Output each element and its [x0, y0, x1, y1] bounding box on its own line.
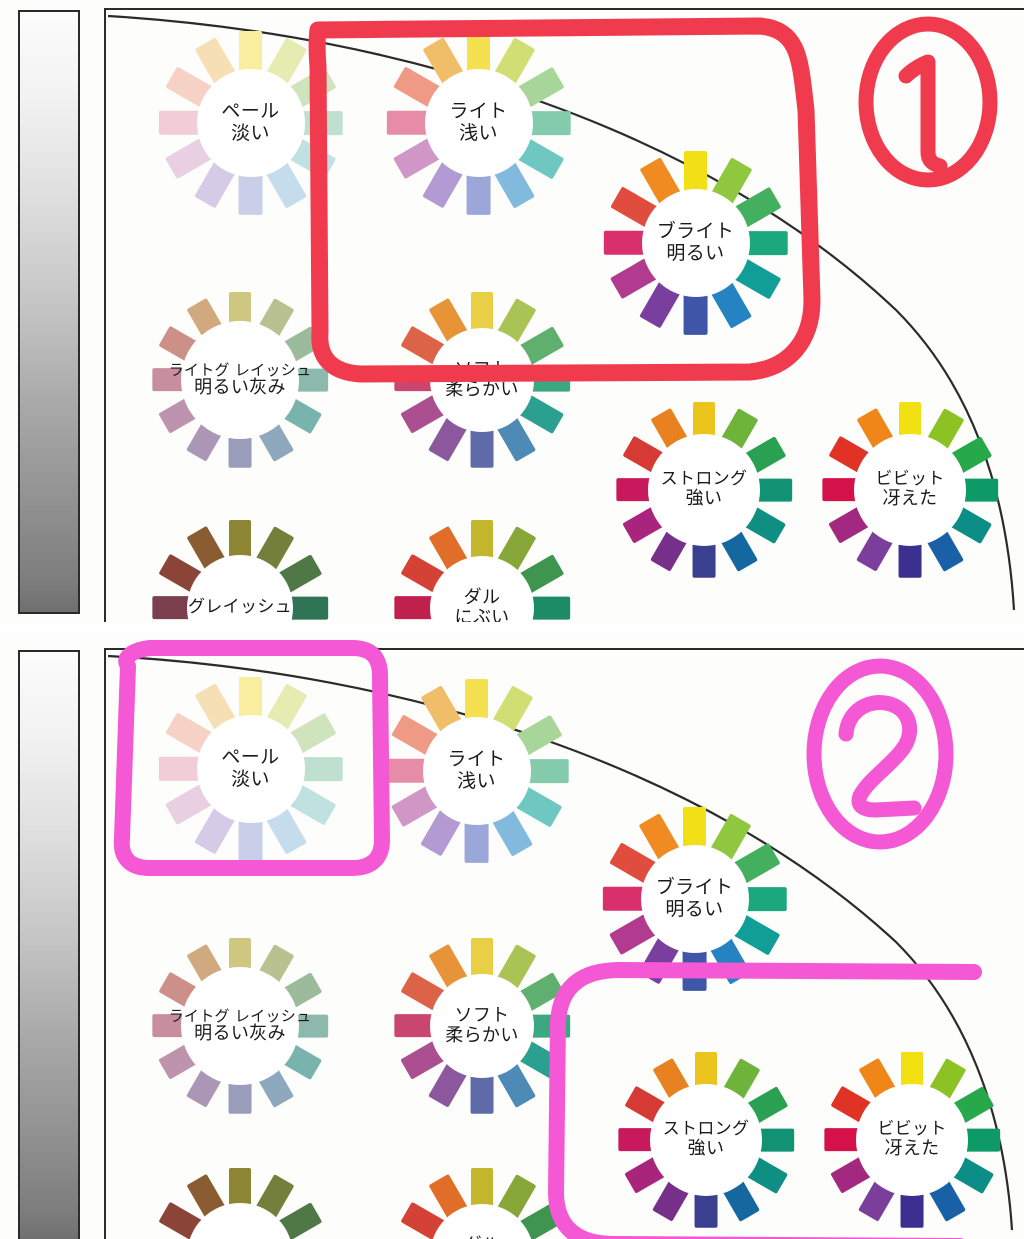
annotated-chart-panel-2: ペール 淡い ライト 浅い ブライト 明るい	[0, 632, 1024, 1239]
tone-wheel-strong[interactable]: ストロング 強い	[606, 392, 802, 588]
tone-wheel-strong[interactable]: ストロング 強い	[608, 1042, 804, 1238]
tone-wheel-label-light: ライト 浅い	[422, 716, 531, 825]
tone-wheel-label-bright: ブライト 明るい	[641, 188, 750, 297]
tone-wheel-label-light: ライト 浅い	[424, 68, 533, 177]
tone-wheel-label-strong: ストロング 強い	[650, 1084, 762, 1196]
tone-wheel-grayish[interactable]: グレイッシュ	[142, 510, 338, 622]
tone-wheel-bright[interactable]: ブライト 明るい	[593, 140, 798, 345]
tone-wheel-vivid[interactable]: ビビット 冴えた	[812, 392, 1008, 588]
tone-wheel-light-grayish[interactable]: ライトグ レイッシュ 明るい灰み	[142, 928, 338, 1124]
annotation-number-2	[798, 654, 968, 868]
tone-wheel-light[interactable]: ライト 浅い	[374, 668, 579, 873]
tone-wheel-label-bright: ブライト 明るい	[640, 844, 749, 953]
tone-wheel-label-vivid: ビビット 冴えた	[856, 1084, 968, 1196]
tone-wheel-dull[interactable]: ダル にぶい	[384, 510, 580, 622]
tone-wheel-label-pale: ペール 淡い	[196, 68, 305, 177]
annotated-chart-panel-1: ペール 淡い ライト 浅い ブライト 明るい	[18, 8, 1024, 622]
tone-wheel-grayish[interactable]: グレイッシュ	[142, 1158, 338, 1239]
tone-wheel-dull[interactable]: ダル にぶい	[384, 1158, 580, 1239]
tone-wheel-pale[interactable]: ペール 淡い	[148, 20, 353, 225]
panel-divider	[0, 622, 1024, 632]
tone-wheel-light[interactable]: ライト 浅い	[376, 20, 581, 225]
tone-wheel-label-vivid: ビビット 冴えた	[854, 434, 966, 546]
lightness-scale-bar	[18, 650, 80, 1239]
tone-wheel-pale[interactable]: ペール 淡い	[148, 666, 353, 871]
tone-wheel-bright[interactable]: ブライト 明るい	[592, 796, 797, 1001]
tone-swatch[interactable]	[682, 806, 707, 854]
tone-swatch[interactable]	[470, 938, 494, 984]
tone-swatch[interactable]	[470, 1168, 494, 1214]
tone-swatch[interactable]	[228, 520, 252, 566]
tone-wheel-label-soft: ソフト 柔らかい	[430, 328, 534, 432]
tone-swatch[interactable]	[470, 520, 494, 566]
tone-wheel-label-strong: ストロング 強い	[648, 434, 760, 546]
tone-wheel-soft[interactable]: ソフト 柔らかい	[384, 928, 580, 1124]
tone-wheel-light-grayish[interactable]: ライトグ レイッシュ 明るい灰み	[142, 282, 338, 478]
tone-wheel-label-light-grayish: ライトグ レイッシュ 明るい灰み	[169, 967, 311, 1085]
lightness-scale-bar	[18, 10, 80, 614]
annotation-number-1	[848, 14, 1008, 202]
tone-wheel-vivid[interactable]: ビビット 冴えた	[814, 1042, 1010, 1238]
tone-swatch[interactable]	[228, 1168, 252, 1214]
tone-wheel-label-pale: ペール 淡い	[196, 714, 305, 823]
tone-wheel-soft[interactable]: ソフト 柔らかい	[384, 282, 580, 478]
tone-wheel-label-light-grayish: ライトグ レイッシュ 明るい灰み	[169, 321, 311, 439]
tone-wheel-label-soft: ソフト 柔らかい	[430, 974, 534, 1078]
tone-swatch[interactable]	[464, 678, 489, 726]
tone-swatch[interactable]	[238, 30, 263, 78]
